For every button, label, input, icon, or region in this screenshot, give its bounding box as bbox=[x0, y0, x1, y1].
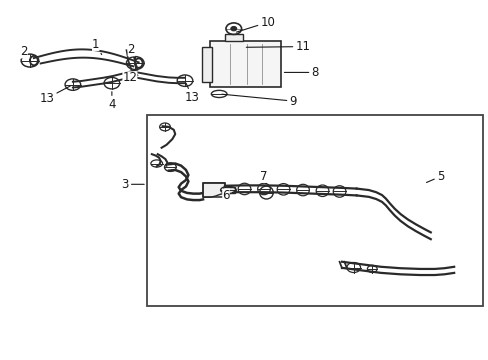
Text: 10: 10 bbox=[236, 16, 275, 32]
Text: 4: 4 bbox=[108, 92, 115, 111]
Text: 2: 2 bbox=[20, 45, 30, 60]
Text: 7: 7 bbox=[260, 170, 267, 184]
Bar bbox=[201, 47, 212, 82]
Text: 5: 5 bbox=[426, 170, 443, 183]
Text: 13: 13 bbox=[184, 83, 200, 104]
Text: 6: 6 bbox=[222, 189, 234, 202]
Circle shape bbox=[230, 27, 236, 31]
Bar bbox=[224, 34, 242, 41]
Text: 3: 3 bbox=[121, 178, 144, 191]
Text: 12: 12 bbox=[122, 71, 137, 84]
Bar bbox=[147, 116, 483, 306]
Bar bbox=[222, 187, 234, 193]
Text: 2: 2 bbox=[127, 43, 135, 58]
Bar bbox=[203, 183, 224, 197]
Text: 9: 9 bbox=[222, 94, 296, 108]
Text: 8: 8 bbox=[284, 66, 318, 79]
Bar bbox=[210, 41, 281, 87]
Text: 1: 1 bbox=[92, 38, 102, 55]
Text: 11: 11 bbox=[246, 40, 310, 53]
Text: 13: 13 bbox=[40, 86, 70, 105]
